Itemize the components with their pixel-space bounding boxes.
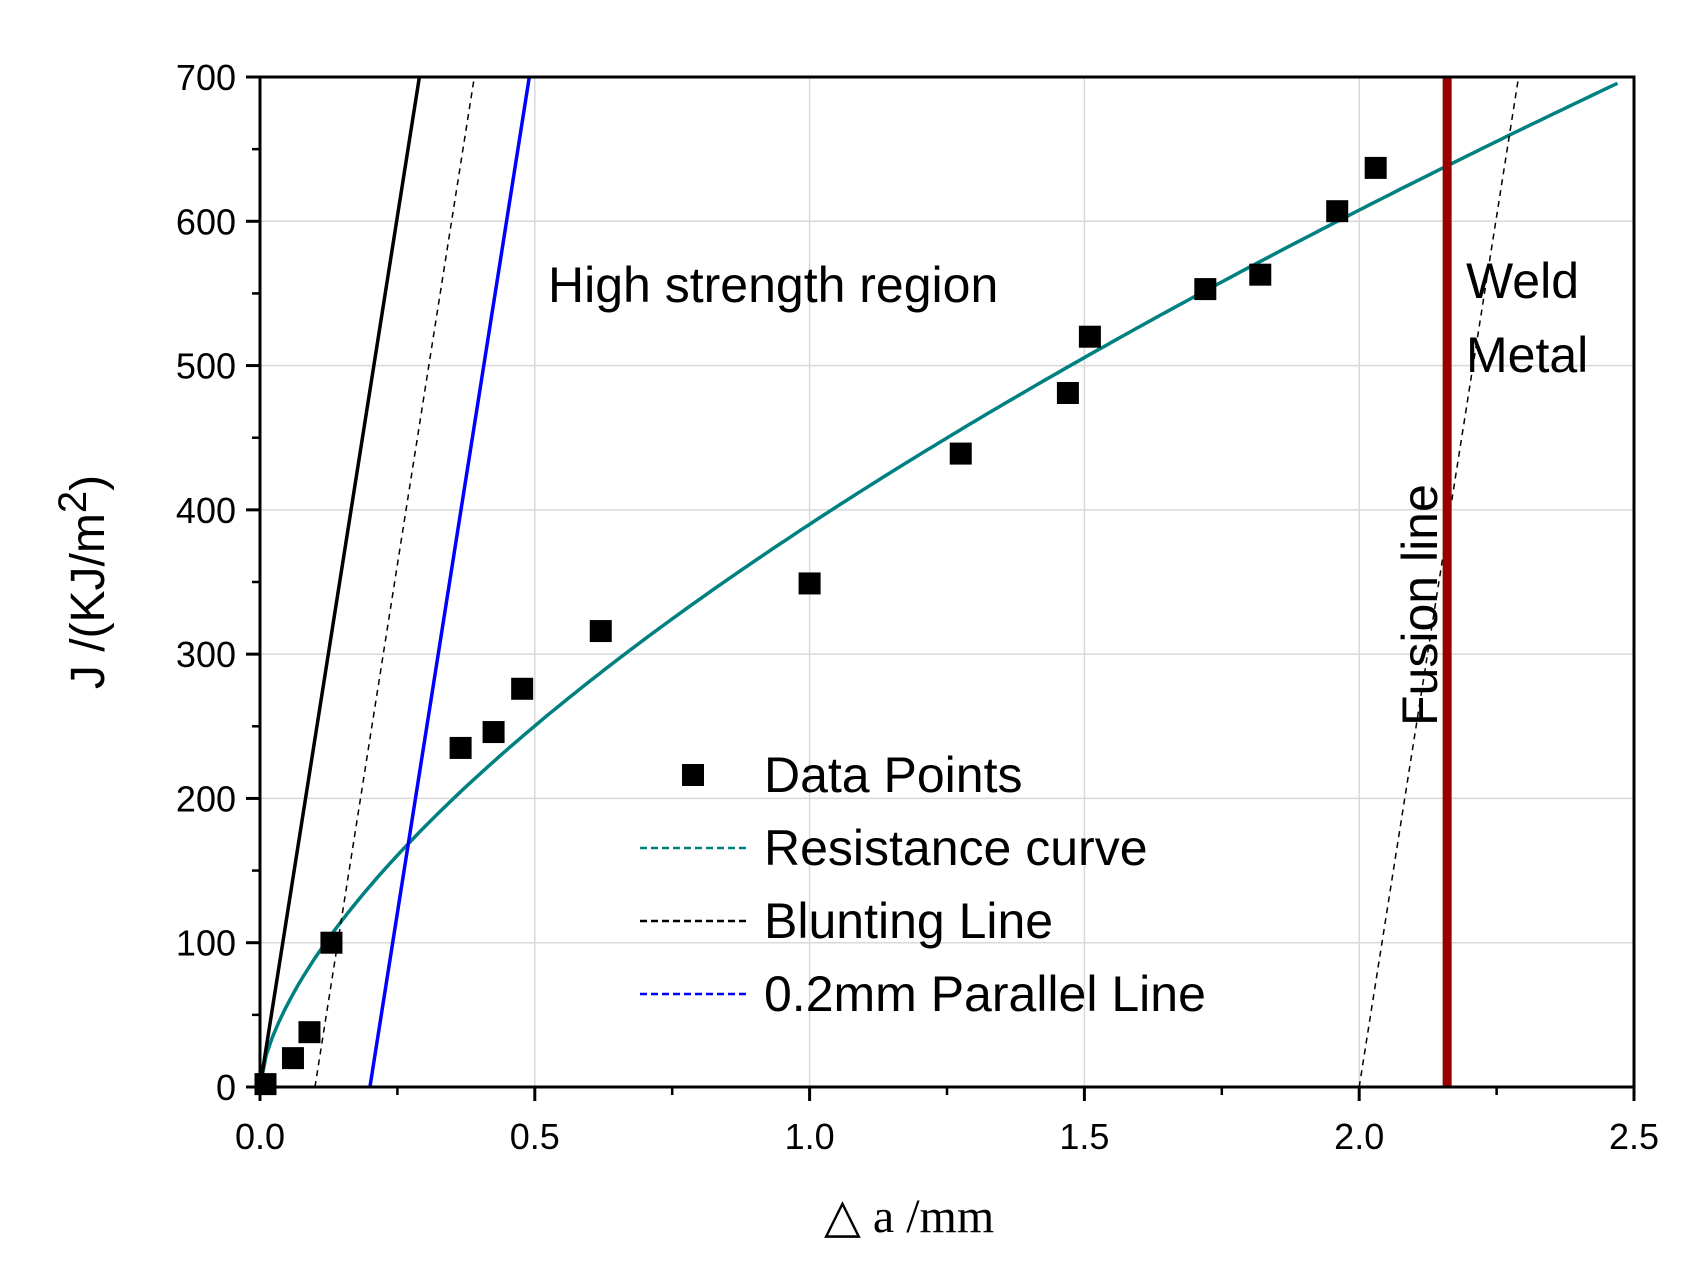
y-tick-label: 500: [176, 346, 236, 387]
y-axis-title-superscript: 2: [51, 491, 95, 513]
data-point-marker: [449, 736, 472, 759]
y-tick-label: 100: [176, 923, 236, 964]
resistance-curve-line: [258, 81, 1619, 1088]
legend-label: Resistance curve: [764, 820, 1148, 876]
data-point-marker: [1194, 278, 1217, 301]
x-tick-label: 1.5: [1059, 1116, 1109, 1157]
y-axis-title: J /(KJ/m2): [51, 475, 115, 689]
data-point-marker: [589, 620, 612, 643]
data-point-marker: [1078, 325, 1101, 348]
0-2mm-parallel-line-line: [368, 76, 532, 1088]
offset-dashed-left-line: [314, 76, 476, 1088]
x-tick-label: 0.0: [235, 1116, 285, 1157]
plot-lines: [258, 76, 1619, 1088]
data-point-marker: [1364, 156, 1387, 179]
data-point-marker: [1249, 263, 1272, 286]
data-point-marker: [281, 1047, 304, 1070]
y-tick-label: 300: [176, 634, 236, 675]
weld-metal-label-line2: Metal: [1466, 327, 1588, 383]
y-axis-title-close: ): [62, 475, 115, 491]
x-axis-title: △ a /mm: [824, 1190, 994, 1243]
y-tick-label: 700: [176, 57, 236, 98]
grid: [260, 77, 1634, 1087]
legend-marker-data-points: [682, 764, 704, 786]
data-point-marker: [254, 1073, 277, 1096]
data-point-marker: [1056, 381, 1079, 404]
y-tick-label: 200: [176, 778, 236, 819]
x-tick-label: 2.5: [1609, 1116, 1659, 1157]
high-strength-label: High strength region: [548, 257, 998, 313]
x-tick-label: 0.5: [510, 1116, 560, 1157]
x-tick-label: 1.0: [785, 1116, 835, 1157]
y-tick-label: 400: [176, 490, 236, 531]
weld-metal-label-line1: Weld: [1466, 253, 1579, 309]
data-point-marker: [298, 1021, 321, 1044]
data-point-marker: [1326, 200, 1349, 223]
offset-dashed-right-line: [1358, 76, 1520, 1088]
axis-ticks: 0.0 0.5 1.0 1.5 2.0 2.5 0 100 200 300 400 500 600 700: [176, 57, 1659, 1157]
y-axis-title-main: J /(KJ/m: [62, 513, 115, 689]
data-point-marker: [482, 721, 505, 744]
data-point-marker: [798, 572, 821, 595]
fusion-line-label: Fusion line: [1392, 484, 1448, 726]
data-point-marker: [320, 931, 343, 954]
data-markers: [254, 156, 1387, 1096]
y-tick-label: 0: [216, 1067, 236, 1108]
data-point-marker: [949, 442, 972, 465]
y-tick-label: 600: [176, 201, 236, 242]
legend-label: Blunting Line: [764, 893, 1053, 949]
data-point-marker: [511, 677, 534, 700]
legend-label: 0.2mm Parallel Line: [764, 966, 1206, 1022]
x-tick-label: 2.0: [1334, 1116, 1384, 1157]
blunting-line-line: [258, 76, 422, 1088]
legend: Data Points Resistance curve Blunting Line…: [640, 747, 1206, 1022]
legend-label: Data Points: [764, 747, 1022, 803]
